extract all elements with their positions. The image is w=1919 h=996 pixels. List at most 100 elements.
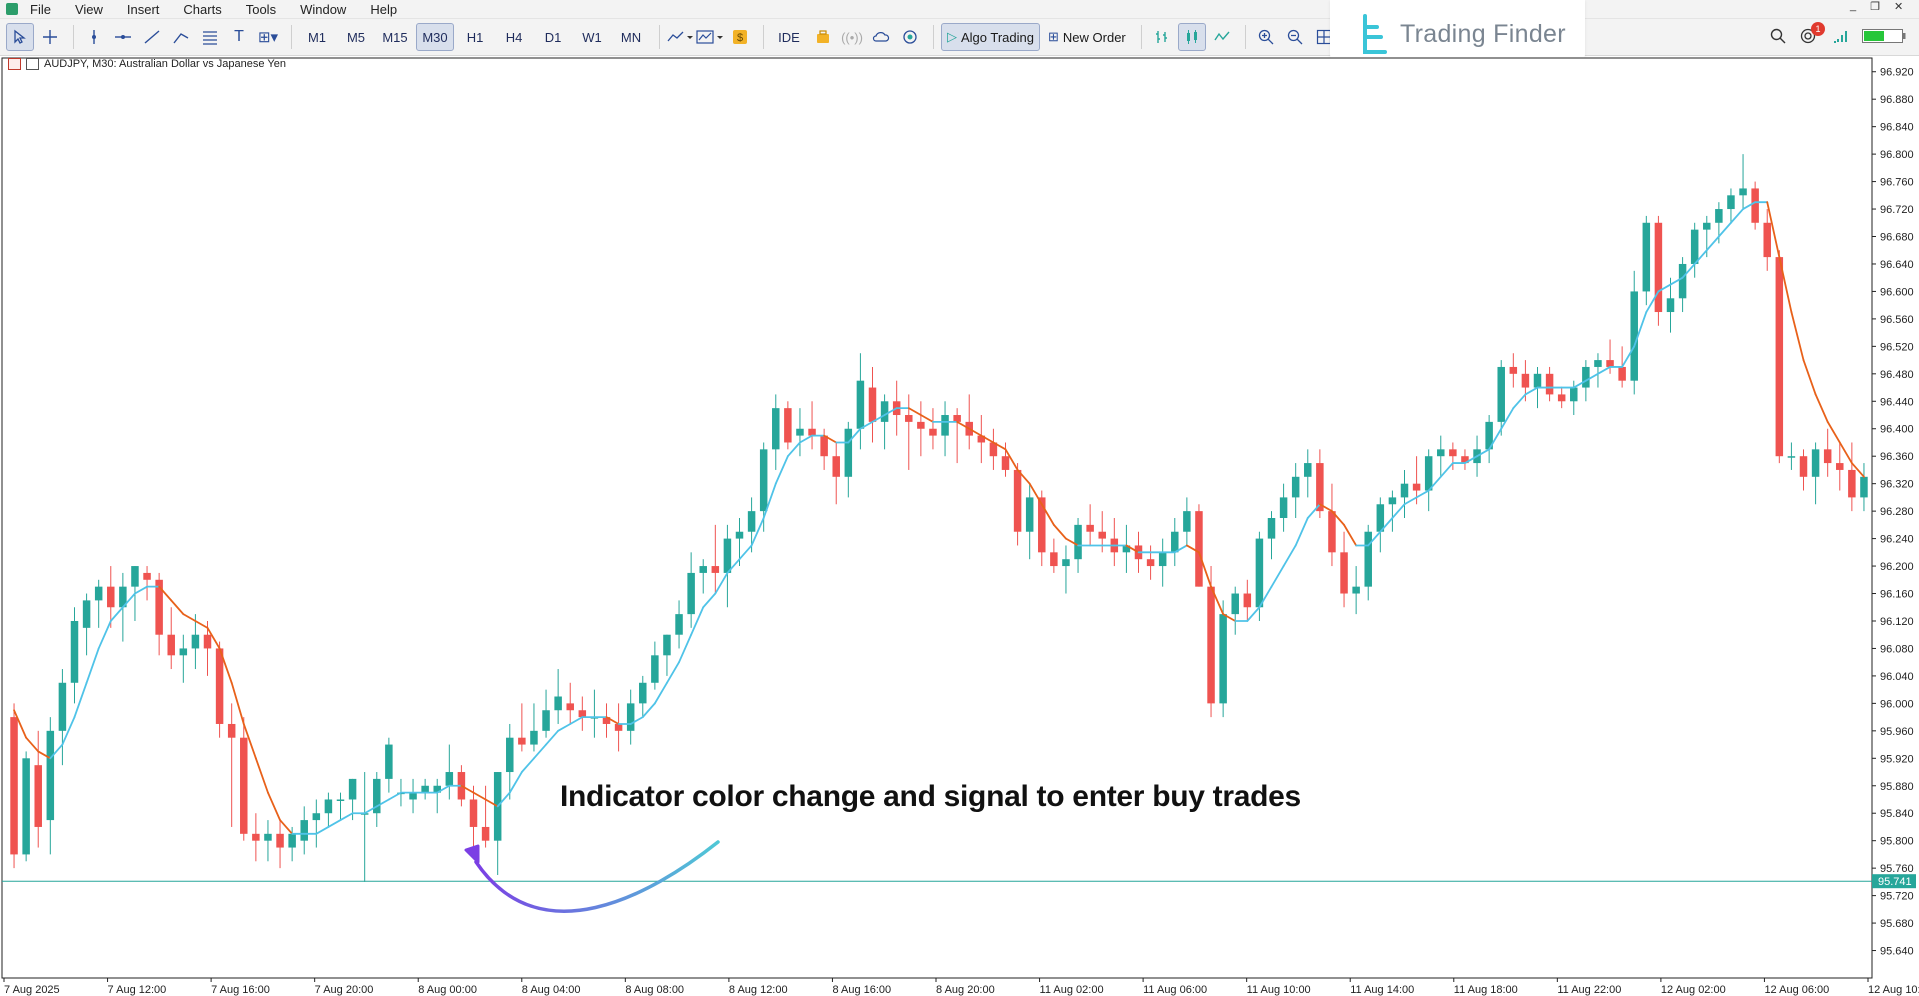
close-icon[interactable]: ✕ <box>1894 1 1904 13</box>
indicator-segment <box>762 482 777 519</box>
new-order-button[interactable]: ⊞ New Order <box>1043 24 1131 50</box>
timeframe-m30[interactable]: M30 <box>416 23 454 51</box>
menu-tools[interactable]: Tools <box>245 1 277 17</box>
line-chart-icon[interactable] <box>1209 24 1235 50</box>
bear-candle <box>929 428 937 436</box>
search-icon[interactable] <box>1770 28 1786 47</box>
chart-area[interactable]: 96.920 96.880 96.840 96.800 96.760 96.720 96.6… <box>0 56 1919 996</box>
x-tick-label: 8 Aug 00:00 <box>418 984 477 996</box>
timeframe-w1[interactable]: W1 <box>582 29 602 45</box>
indicators-icon[interactable] <box>667 24 693 50</box>
zoom-out-icon[interactable] <box>1282 24 1308 50</box>
briefcase-icon[interactable] <box>810 24 836 50</box>
menu-charts[interactable]: Charts <box>183 1 222 17</box>
bull-candle <box>1424 456 1433 491</box>
indicator-segment <box>1657 283 1672 293</box>
indicator-segment <box>1210 585 1225 616</box>
new-order-label: New Order <box>1062 29 1126 45</box>
indicator-segment <box>557 723 572 732</box>
bear-candle <box>953 415 961 422</box>
price-chart[interactable]: 96.920 96.880 96.840 96.800 96.760 96.720 96.6… <box>0 56 1919 996</box>
indicator-segment <box>508 771 523 794</box>
crosshair-icon[interactable] <box>37 24 63 50</box>
timeframe-m5[interactable]: M5 <box>346 29 366 45</box>
bull-candle <box>421 785 429 793</box>
algo-trading-button[interactable]: ▷ Algo Trading <box>941 23 1040 51</box>
vertical-line-icon[interactable] <box>81 24 107 50</box>
toolbar-separator <box>1244 25 1246 49</box>
menu-view[interactable]: View <box>74 1 103 17</box>
annotation-text: Indicator color change and signal to ent… <box>560 780 1301 813</box>
bull-candle <box>1171 531 1179 553</box>
bar-chart-icon[interactable] <box>1149 24 1175 50</box>
bear-candle <box>1038 497 1046 553</box>
bull-candle <box>288 833 296 848</box>
restore-icon[interactable]: ❐ <box>1870 1 1880 13</box>
menu-help[interactable]: Help <box>370 1 398 17</box>
bear-candle <box>1618 366 1626 381</box>
bear-candle <box>1848 469 1856 498</box>
timeframe-m15[interactable]: M15 <box>382 29 408 45</box>
bear-candle <box>602 717 611 724</box>
indicator-segment <box>1766 201 1781 259</box>
shapes-icon[interactable]: ⊞▾ <box>257 29 279 46</box>
bear-candle <box>1449 449 1457 457</box>
indicator-segment <box>1185 544 1200 554</box>
y-tick-label: 96.520 <box>1880 341 1914 353</box>
indicator-segment <box>545 729 560 746</box>
plot-frame <box>1 57 1873 979</box>
bear-candle <box>481 826 490 841</box>
menu-insert[interactable]: Insert <box>126 1 160 17</box>
bull-candle <box>1739 188 1747 196</box>
timeframe-h4[interactable]: H4 <box>505 29 523 45</box>
timeframe-h1[interactable]: H1 <box>466 29 484 45</box>
signal-icon[interactable]: ((•)) <box>841 29 863 45</box>
channel-icon[interactable] <box>168 24 194 50</box>
cursor-icon[interactable] <box>6 23 34 51</box>
indicator-segment <box>327 819 342 828</box>
indicator-segment <box>61 716 76 746</box>
trendline-icon[interactable] <box>139 24 165 50</box>
menu-window[interactable]: Window <box>300 1 347 17</box>
menu-file[interactable]: File <box>30 1 51 17</box>
indicator-segment <box>496 791 511 808</box>
indicator-segment <box>1681 263 1696 279</box>
templates-icon[interactable] <box>696 24 724 50</box>
notifications-icon[interactable]: 1 <box>1800 21 1825 47</box>
battery-icon <box>1862 28 1906 46</box>
indicator-segment <box>387 791 402 801</box>
vps-icon[interactable] <box>897 24 923 50</box>
indicator-segment <box>738 544 753 561</box>
toolbar-separator <box>659 25 660 49</box>
bull-candle <box>1860 476 1868 498</box>
text-icon[interactable]: T <box>234 28 244 45</box>
zoom-in-icon[interactable] <box>1253 24 1279 50</box>
horizontal-line-icon[interactable] <box>110 24 136 50</box>
indicator-segment <box>1052 523 1067 540</box>
ide-button[interactable]: IDE <box>778 29 800 45</box>
timeframe-d1[interactable]: D1 <box>544 29 562 45</box>
indicator-segment <box>605 716 620 725</box>
timeframe-mn[interactable]: MN <box>620 29 642 45</box>
indicator-segment <box>714 572 729 595</box>
bull-candle <box>1122 545 1131 553</box>
bull-candle <box>191 634 200 649</box>
y-tick-label: 96.800 <box>1880 149 1914 161</box>
bull-candle <box>772 408 780 450</box>
x-tick-label: 7 Aug 12:00 <box>108 984 167 996</box>
minimize-icon[interactable]: _ <box>1850 0 1857 12</box>
indicator-segment <box>1584 372 1599 382</box>
fibonacci-icon[interactable] <box>197 24 223 50</box>
timeframe-m1[interactable]: M1 <box>307 29 327 45</box>
candlestick-icon[interactable] <box>1177 23 1206 51</box>
indicator-segment <box>774 455 789 485</box>
bear-candle <box>832 456 840 477</box>
bear-candle <box>1316 463 1324 512</box>
bull-candle <box>1364 531 1372 587</box>
indicator-segment <box>1500 407 1515 430</box>
bull-candle <box>880 401 889 422</box>
bear-candle <box>1823 449 1832 464</box>
dollar-icon[interactable]: $ <box>727 24 753 50</box>
cloud-icon[interactable] <box>868 24 894 50</box>
signal-arrow <box>474 840 720 913</box>
